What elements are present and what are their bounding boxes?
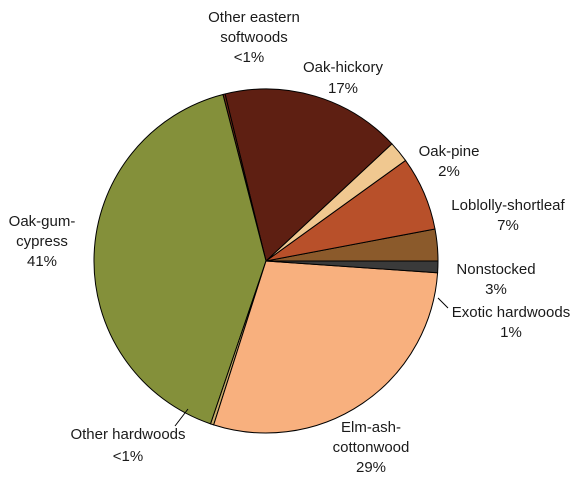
label-nonstocked-pct: 3%: [485, 281, 507, 298]
label-oak-gum-pct: 41%: [27, 253, 57, 270]
label-oak-gum-cypress: Oak-gum- cypress 41%: [9, 213, 76, 270]
slice-oak-gum-cypress: [93, 93, 267, 425]
label-oak-hickory: Oak-hickory 17%: [303, 59, 384, 97]
slice-oak-hickory: [224, 88, 393, 262]
label-elm-pct: 29%: [356, 459, 386, 476]
label-other-hardwoods-name: Other hardwoods: [70, 426, 185, 443]
label-loblolly-shortleaf: Loblolly-shortleaf 7%: [451, 197, 565, 234]
label-oak-gum-line1: Oak-gum-: [9, 213, 76, 230]
pie-slices: [93, 88, 439, 434]
label-exotic-name: Exotic hardwoods: [452, 304, 570, 321]
label-nonstocked-name: Nonstocked: [456, 261, 535, 278]
label-nonstocked: Nonstocked 3%: [456, 261, 535, 298]
label-oak-pine: Oak-pine 2%: [419, 143, 480, 180]
leader-other-hardwoods: [174, 408, 189, 427]
label-other-eastern-softwoods-line2: softwoods: [220, 29, 288, 46]
label-other-eastern-softwoods: Other eastern softwoods <1%: [208, 9, 300, 66]
label-other-hardwoods: Other hardwoods <1%: [70, 408, 189, 465]
label-oak-pine-name: Oak-pine: [419, 143, 480, 160]
label-other-eastern-softwoods-pct: <1%: [234, 49, 264, 66]
label-other-hardwoods-pct: <1%: [113, 448, 143, 465]
label-oak-hickory-pct: 17%: [328, 80, 358, 97]
leader-exotic-hardwoods: [437, 297, 449, 309]
slice-exotic-hardwoods: [265, 260, 439, 274]
label-elm-line1: Elm-ash-: [341, 419, 401, 436]
label-elm-line2: cottonwood: [333, 439, 410, 456]
slice-elm-ash-cottonwood: [213, 260, 439, 434]
label-oak-pine-pct: 2%: [438, 163, 460, 180]
label-exotic-hardwoods: Exotic hardwoods 1%: [437, 297, 570, 341]
label-oak-gum-line2: cypress: [16, 233, 68, 250]
label-other-eastern-softwoods-line1: Other eastern: [208, 9, 300, 26]
label-exotic-pct: 1%: [500, 324, 522, 341]
label-loblolly-name: Loblolly-shortleaf: [451, 197, 565, 214]
label-oak-hickory-name: Oak-hickory: [303, 59, 384, 76]
label-elm-ash-cottonwood: Elm-ash- cottonwood 29%: [333, 419, 410, 476]
label-loblolly-pct: 7%: [497, 217, 519, 234]
